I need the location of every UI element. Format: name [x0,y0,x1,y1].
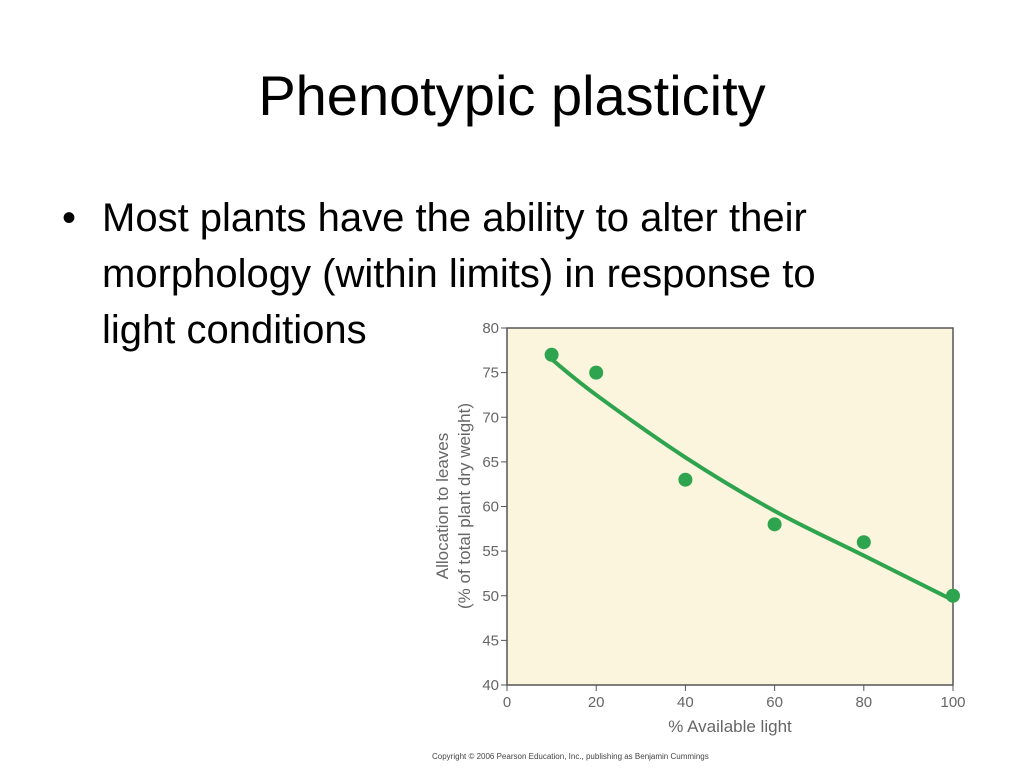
bullet-line-2: morphology (within limits) in response t… [102,252,816,296]
bullet-item: • Most plants have the ability to alter … [62,190,942,358]
slide-title: Phenotypic plasticity [258,64,766,127]
y-tick-label: 80 [482,320,499,337]
y-tick-label: 65 [482,454,499,471]
x-tick-label: 80 [855,694,872,711]
data-point [946,588,960,603]
x-axis-ticks: 0 20 40 60 80 100 [503,685,966,711]
plot-area [506,327,954,686]
bullet-line-1: Most plants have the ability to alter th… [102,196,807,240]
data-point [678,472,693,487]
x-tick-label: 100 [940,694,965,711]
bullet-marker: • [62,196,77,240]
y-tick-label: 40 [482,677,499,694]
x-axis-title: % Available light [668,717,792,736]
y-tick-label: 75 [482,365,499,382]
data-points [544,347,960,603]
y-axis-title-line-1: Allocation to leaves [433,433,452,579]
x-tick-label: 20 [588,694,605,711]
copyright-notice: Copyright © 2006 Pearson Education, Inc.… [432,752,709,761]
x-tick-label: 40 [677,694,694,711]
scatter-chart: 40 45 50 55 60 65 70 75 80 0 20 40 60 80 100 % Availa… [433,320,966,736]
bullet-line-3: light conditions [102,308,367,352]
trend-line [549,357,955,603]
y-axis-title-line-2: (% of total plant dry weight) [455,403,474,609]
y-tick-label: 60 [482,499,499,516]
data-point [767,517,782,532]
y-tick-label: 70 [482,409,499,426]
x-tick-label: 0 [503,694,511,711]
y-axis-ticks: 40 45 50 55 60 65 70 75 80 [482,320,507,694]
x-tick-label: 60 [766,694,783,711]
y-tick-label: 45 [482,632,499,649]
data-point [589,365,604,380]
y-tick-label: 55 [482,543,499,560]
bullet-list: • Most plants have the ability to alter … [62,190,942,358]
data-point [544,347,559,362]
y-tick-label: 50 [482,588,499,605]
data-point [856,535,871,550]
